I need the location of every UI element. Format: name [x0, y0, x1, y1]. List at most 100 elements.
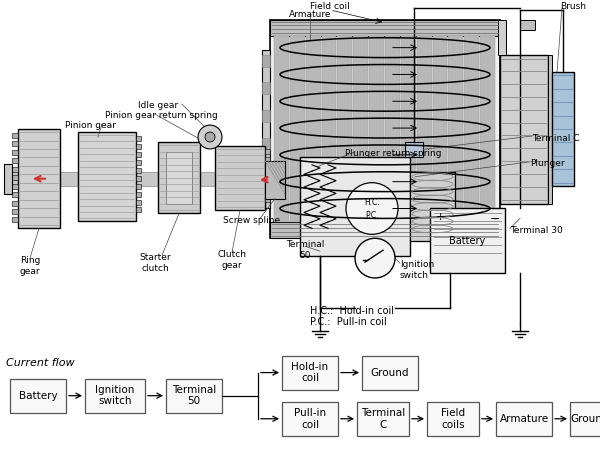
Bar: [265, 149, 270, 154]
Text: Battery: Battery: [449, 236, 485, 246]
Bar: [4, 164, 12, 194]
Text: −: −: [490, 212, 500, 226]
Bar: [306, 36, 320, 222]
Bar: [12, 192, 18, 197]
Bar: [448, 36, 463, 222]
Bar: [12, 150, 18, 155]
Bar: [265, 161, 285, 198]
Text: H.C.: H.C.: [364, 198, 380, 207]
Text: Terminal
C: Terminal C: [361, 408, 405, 429]
Text: Plunger return spring: Plunger return spring: [345, 149, 442, 158]
Bar: [136, 144, 141, 149]
Text: Ground: Ground: [371, 367, 409, 377]
Bar: [496, 402, 552, 436]
Bar: [136, 168, 141, 173]
Circle shape: [355, 238, 395, 278]
Bar: [405, 142, 423, 157]
Bar: [520, 20, 535, 30]
Text: Ignition
switch: Ignition switch: [95, 385, 134, 407]
Bar: [78, 132, 136, 221]
Bar: [136, 208, 141, 212]
Bar: [262, 55, 270, 67]
Bar: [12, 167, 18, 172]
Bar: [136, 199, 141, 205]
Bar: [270, 20, 500, 238]
Bar: [12, 184, 18, 188]
Bar: [548, 55, 552, 204]
Bar: [262, 138, 270, 150]
Bar: [430, 208, 505, 273]
Bar: [401, 36, 416, 222]
Bar: [500, 55, 548, 204]
Text: Pull-in
coil: Pull-in coil: [294, 408, 326, 429]
Text: Terminal 30: Terminal 30: [510, 227, 563, 235]
Bar: [136, 152, 141, 157]
Bar: [282, 356, 338, 390]
Bar: [136, 184, 141, 188]
Bar: [300, 157, 410, 256]
Bar: [85, 378, 145, 413]
Bar: [158, 142, 200, 213]
Bar: [12, 175, 18, 180]
Bar: [282, 402, 338, 436]
Bar: [4, 172, 325, 186]
Bar: [12, 141, 18, 147]
Bar: [410, 172, 455, 241]
Bar: [12, 200, 18, 206]
Bar: [270, 222, 500, 238]
Bar: [12, 159, 18, 163]
Bar: [262, 166, 270, 178]
Text: Ground: Ground: [571, 414, 600, 424]
Text: H.C.:  Hold-in coil
P.C.:  Pull-in coil: H.C.: Hold-in coil P.C.: Pull-in coil: [310, 306, 394, 327]
Text: Armature: Armature: [499, 414, 548, 424]
Bar: [570, 402, 600, 436]
Bar: [480, 36, 495, 222]
Text: P.C.: P.C.: [365, 211, 379, 220]
Bar: [427, 402, 479, 436]
Text: Ring
gear: Ring gear: [20, 256, 40, 276]
Bar: [433, 36, 448, 222]
Circle shape: [346, 183, 398, 234]
Bar: [274, 36, 289, 222]
Bar: [10, 378, 66, 413]
Bar: [136, 192, 141, 197]
Text: Terminal
50: Terminal 50: [172, 385, 216, 407]
Text: Hold-in
coil: Hold-in coil: [292, 362, 329, 383]
Bar: [357, 402, 409, 436]
Text: Screw spline: Screw spline: [223, 217, 281, 226]
Bar: [265, 157, 270, 162]
Bar: [12, 133, 18, 138]
Bar: [362, 356, 418, 390]
Text: Ignition
switch: Ignition switch: [400, 260, 434, 279]
Bar: [136, 136, 141, 141]
Bar: [166, 378, 222, 413]
Bar: [353, 36, 368, 222]
Bar: [337, 36, 352, 222]
Text: Armature: Armature: [289, 10, 331, 19]
Text: Starter
clutch: Starter clutch: [139, 253, 171, 273]
Bar: [136, 176, 141, 181]
Bar: [265, 165, 270, 170]
Bar: [136, 160, 141, 165]
Circle shape: [198, 125, 222, 149]
Text: Terminal
50: Terminal 50: [286, 240, 324, 259]
Text: Clutch
gear: Clutch gear: [218, 250, 247, 269]
Bar: [290, 36, 305, 222]
Text: Battery: Battery: [19, 391, 58, 401]
Bar: [265, 188, 270, 194]
Bar: [464, 36, 479, 222]
Text: Field
coils: Field coils: [441, 408, 465, 429]
Text: Terminal C: Terminal C: [532, 134, 580, 143]
Text: Idle gear: Idle gear: [138, 101, 178, 110]
Circle shape: [205, 132, 215, 142]
Bar: [417, 36, 431, 222]
Bar: [265, 181, 270, 186]
Bar: [18, 129, 60, 228]
Text: Brush: Brush: [560, 2, 586, 11]
Text: Field coil: Field coil: [310, 2, 350, 11]
Bar: [322, 36, 337, 222]
Bar: [498, 20, 506, 55]
Bar: [262, 110, 270, 122]
Bar: [262, 82, 270, 94]
Bar: [12, 218, 18, 222]
